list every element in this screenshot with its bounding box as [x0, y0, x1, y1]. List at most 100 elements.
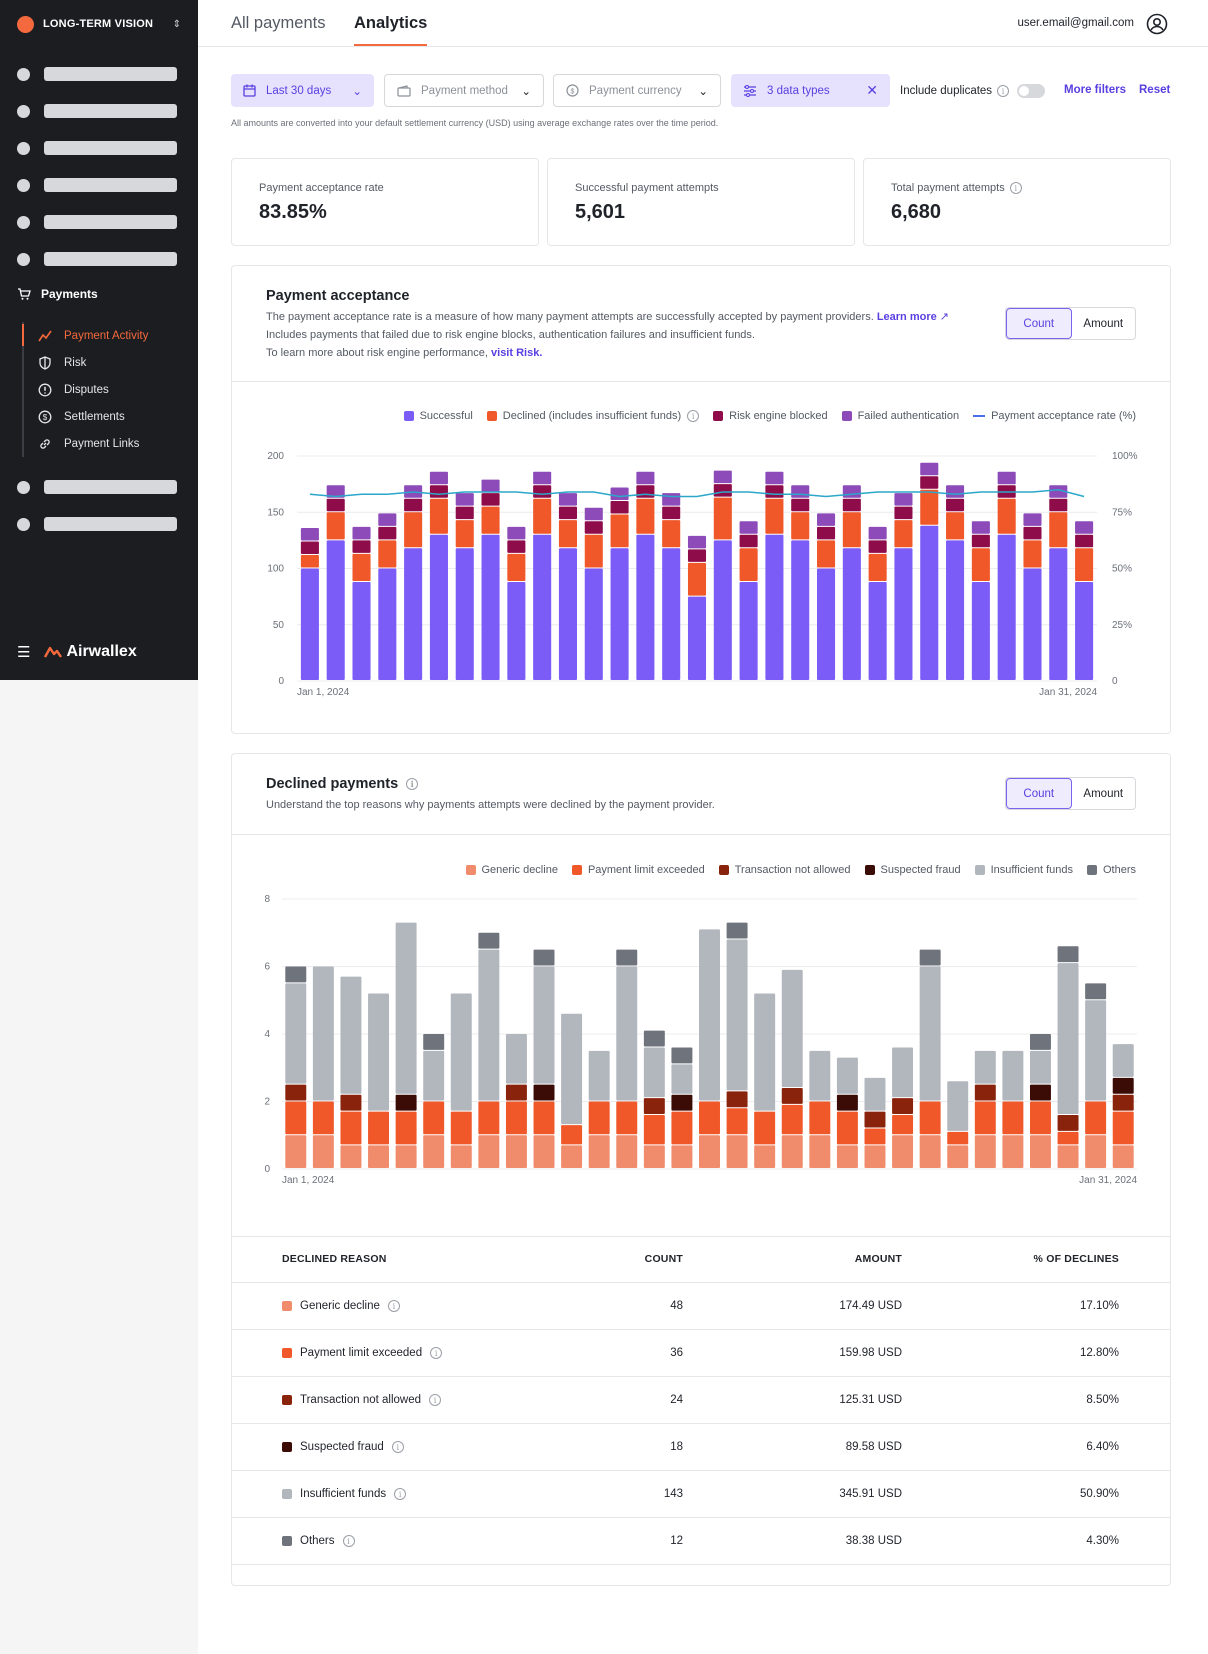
- info-icon[interactable]: i: [387, 1300, 400, 1312]
- bar-segment: [739, 582, 758, 680]
- bar-segment: [450, 1111, 472, 1145]
- table-row[interactable]: Suspected fraud i 18 89.58 USD 6.40%: [232, 1424, 1170, 1471]
- date-range-filter[interactable]: Last 30 days ⌄: [231, 74, 374, 107]
- bar-segment: [340, 1094, 362, 1111]
- nav-placeholder[interactable]: [17, 479, 177, 495]
- nav-placeholder[interactable]: [17, 66, 177, 82]
- header-reason[interactable]: DECLINED REASON: [282, 1253, 387, 1265]
- bar-segment: [1049, 498, 1068, 512]
- bar-segment: [892, 1135, 914, 1168]
- bar-segment: [864, 1128, 886, 1145]
- kpi-label: Total payment attempts: [891, 182, 1005, 194]
- nav-placeholder[interactable]: [17, 103, 177, 119]
- legend-item[interactable]: Transaction not allowed: [718, 864, 851, 876]
- y2-tick-label: 100%: [1112, 451, 1138, 462]
- sidebar-section-payments[interactable]: Payments: [17, 287, 98, 301]
- info-icon[interactable]: i: [687, 410, 700, 422]
- header-amount[interactable]: AMOUNT: [854, 1253, 902, 1265]
- amount-toggle[interactable]: Amount: [1083, 787, 1124, 800]
- bar-segment: [791, 512, 810, 540]
- org-avatar: [17, 15, 34, 33]
- table-row[interactable]: Insufficient funds i 143 345.91 USD 50.90…: [232, 1471, 1170, 1518]
- table-row[interactable]: Transaction not allowed i 24 125.31 USD 8…: [232, 1377, 1170, 1424]
- payment-method-filter[interactable]: Payment method ⌄: [384, 74, 544, 107]
- tab-analytics[interactable]: Analytics: [354, 14, 428, 32]
- bar-segment: [368, 993, 390, 1111]
- info-icon[interactable]: i: [429, 1394, 442, 1406]
- y-tick-label: 6: [264, 962, 270, 973]
- legend-item[interactable]: Risk engine blocked: [713, 410, 828, 422]
- legend-item[interactable]: Payment acceptance rate (%): [973, 410, 1136, 422]
- bar-segment: [1057, 946, 1079, 963]
- legend-item[interactable]: Insufficient funds: [974, 864, 1073, 876]
- nav-placeholder[interactable]: [17, 516, 177, 532]
- org-switcher[interactable]: LONG-TERM VISION ⇕: [17, 14, 181, 34]
- bar-segment: [920, 489, 939, 525]
- legend-item[interactable]: Declined (includes insufficient funds) i: [486, 410, 700, 422]
- bar-segment: [584, 534, 603, 568]
- bar-segment: [687, 535, 707, 549]
- sidebar-item-payment-links[interactable]: Payment Links: [38, 436, 139, 452]
- legend-label: Declined (includes insufficient funds): [502, 410, 682, 422]
- info-icon[interactable]: i: [997, 85, 1010, 97]
- count-toggle[interactable]: Count: [1006, 308, 1072, 339]
- info-icon[interactable]: i: [342, 1535, 355, 1547]
- clear-filter-icon[interactable]: ✕: [866, 82, 878, 98]
- legend-item[interactable]: Successful: [403, 410, 473, 422]
- info-icon[interactable]: i: [430, 1347, 443, 1359]
- amount-toggle[interactable]: Amount: [1083, 317, 1124, 330]
- bar-segment: [809, 1101, 831, 1135]
- data-types-value: 3 data types: [767, 84, 830, 97]
- header-count[interactable]: COUNT: [644, 1253, 683, 1265]
- bar-segment: [610, 501, 629, 514]
- learn-more-link[interactable]: Learn more: [876, 311, 937, 323]
- bar-segment: [636, 534, 655, 680]
- sidebar-section-label: Payments: [41, 287, 98, 301]
- sidebar-item-settlements[interactable]: $ Settlements: [38, 409, 125, 425]
- bar-segment: [971, 521, 990, 534]
- amount-cell: 345.91 USD: [839, 1488, 902, 1500]
- kpi-label: Payment acceptance rate: [259, 182, 384, 194]
- legend-item[interactable]: Others: [1086, 864, 1136, 876]
- pct-cell: 6.40%: [1086, 1441, 1119, 1453]
- y2-tick-label: 25%: [1112, 620, 1132, 631]
- bar-segment: [946, 540, 965, 680]
- more-filters-button[interactable]: More filters: [1064, 84, 1126, 96]
- table-row[interactable]: Others i 12 38.38 USD 4.30%: [232, 1518, 1170, 1565]
- count-toggle[interactable]: Count: [1006, 778, 1072, 809]
- info-icon[interactable]: i: [391, 1441, 404, 1453]
- legend-item[interactable]: Suspected fraud: [864, 864, 961, 876]
- sidebar-item-risk[interactable]: Risk: [38, 355, 86, 371]
- declined-payments-card: Declined payments i Understand the top r…: [231, 753, 1171, 1586]
- bar-segment: [558, 493, 577, 506]
- payment-currency-filter[interactable]: $ Payment currency ⌄: [553, 74, 721, 107]
- table-row[interactable]: Payment limit exceeded i 36 159.98 USD 12…: [232, 1330, 1170, 1377]
- info-icon[interactable]: i: [406, 778, 419, 790]
- tab-all-payments[interactable]: All payments: [231, 14, 326, 32]
- user-account-icon[interactable]: [1146, 13, 1168, 35]
- visit-risk-link[interactable]: visit Risk.: [491, 347, 543, 359]
- menu-icon[interactable]: ☰: [17, 644, 31, 661]
- calendar-icon: [243, 84, 256, 97]
- bar-segment: [1112, 1077, 1134, 1094]
- sidebar-item-payment-activity[interactable]: Payment Activity: [38, 328, 148, 344]
- bar-segment: [285, 1135, 307, 1168]
- header-pct[interactable]: % OF DECLINES: [1033, 1253, 1119, 1265]
- external-link-icon[interactable]: ↗: [939, 311, 950, 323]
- info-icon[interactable]: i: [394, 1488, 407, 1500]
- legend-item[interactable]: Failed authentication: [841, 410, 959, 422]
- nav-placeholder[interactable]: [17, 251, 177, 267]
- sidebar-item-disputes[interactable]: Disputes: [38, 382, 109, 398]
- include-duplicates-toggle[interactable]: [1017, 84, 1046, 98]
- nav-placeholder[interactable]: [17, 214, 177, 230]
- reset-button[interactable]: Reset: [1139, 84, 1171, 96]
- info-icon[interactable]: i: [1009, 182, 1022, 194]
- data-types-filter[interactable]: 3 data types ✕: [731, 74, 890, 107]
- nav-placeholder[interactable]: [17, 140, 177, 156]
- nav-placeholder[interactable]: [17, 177, 177, 193]
- legend-item[interactable]: Payment limit exceeded: [571, 864, 705, 876]
- legend-item[interactable]: Generic decline: [465, 864, 558, 876]
- bar-segment: [726, 1135, 748, 1168]
- table-row[interactable]: Generic decline i 48 174.49 USD 17.10%: [232, 1283, 1170, 1330]
- bar-segment: [817, 568, 836, 680]
